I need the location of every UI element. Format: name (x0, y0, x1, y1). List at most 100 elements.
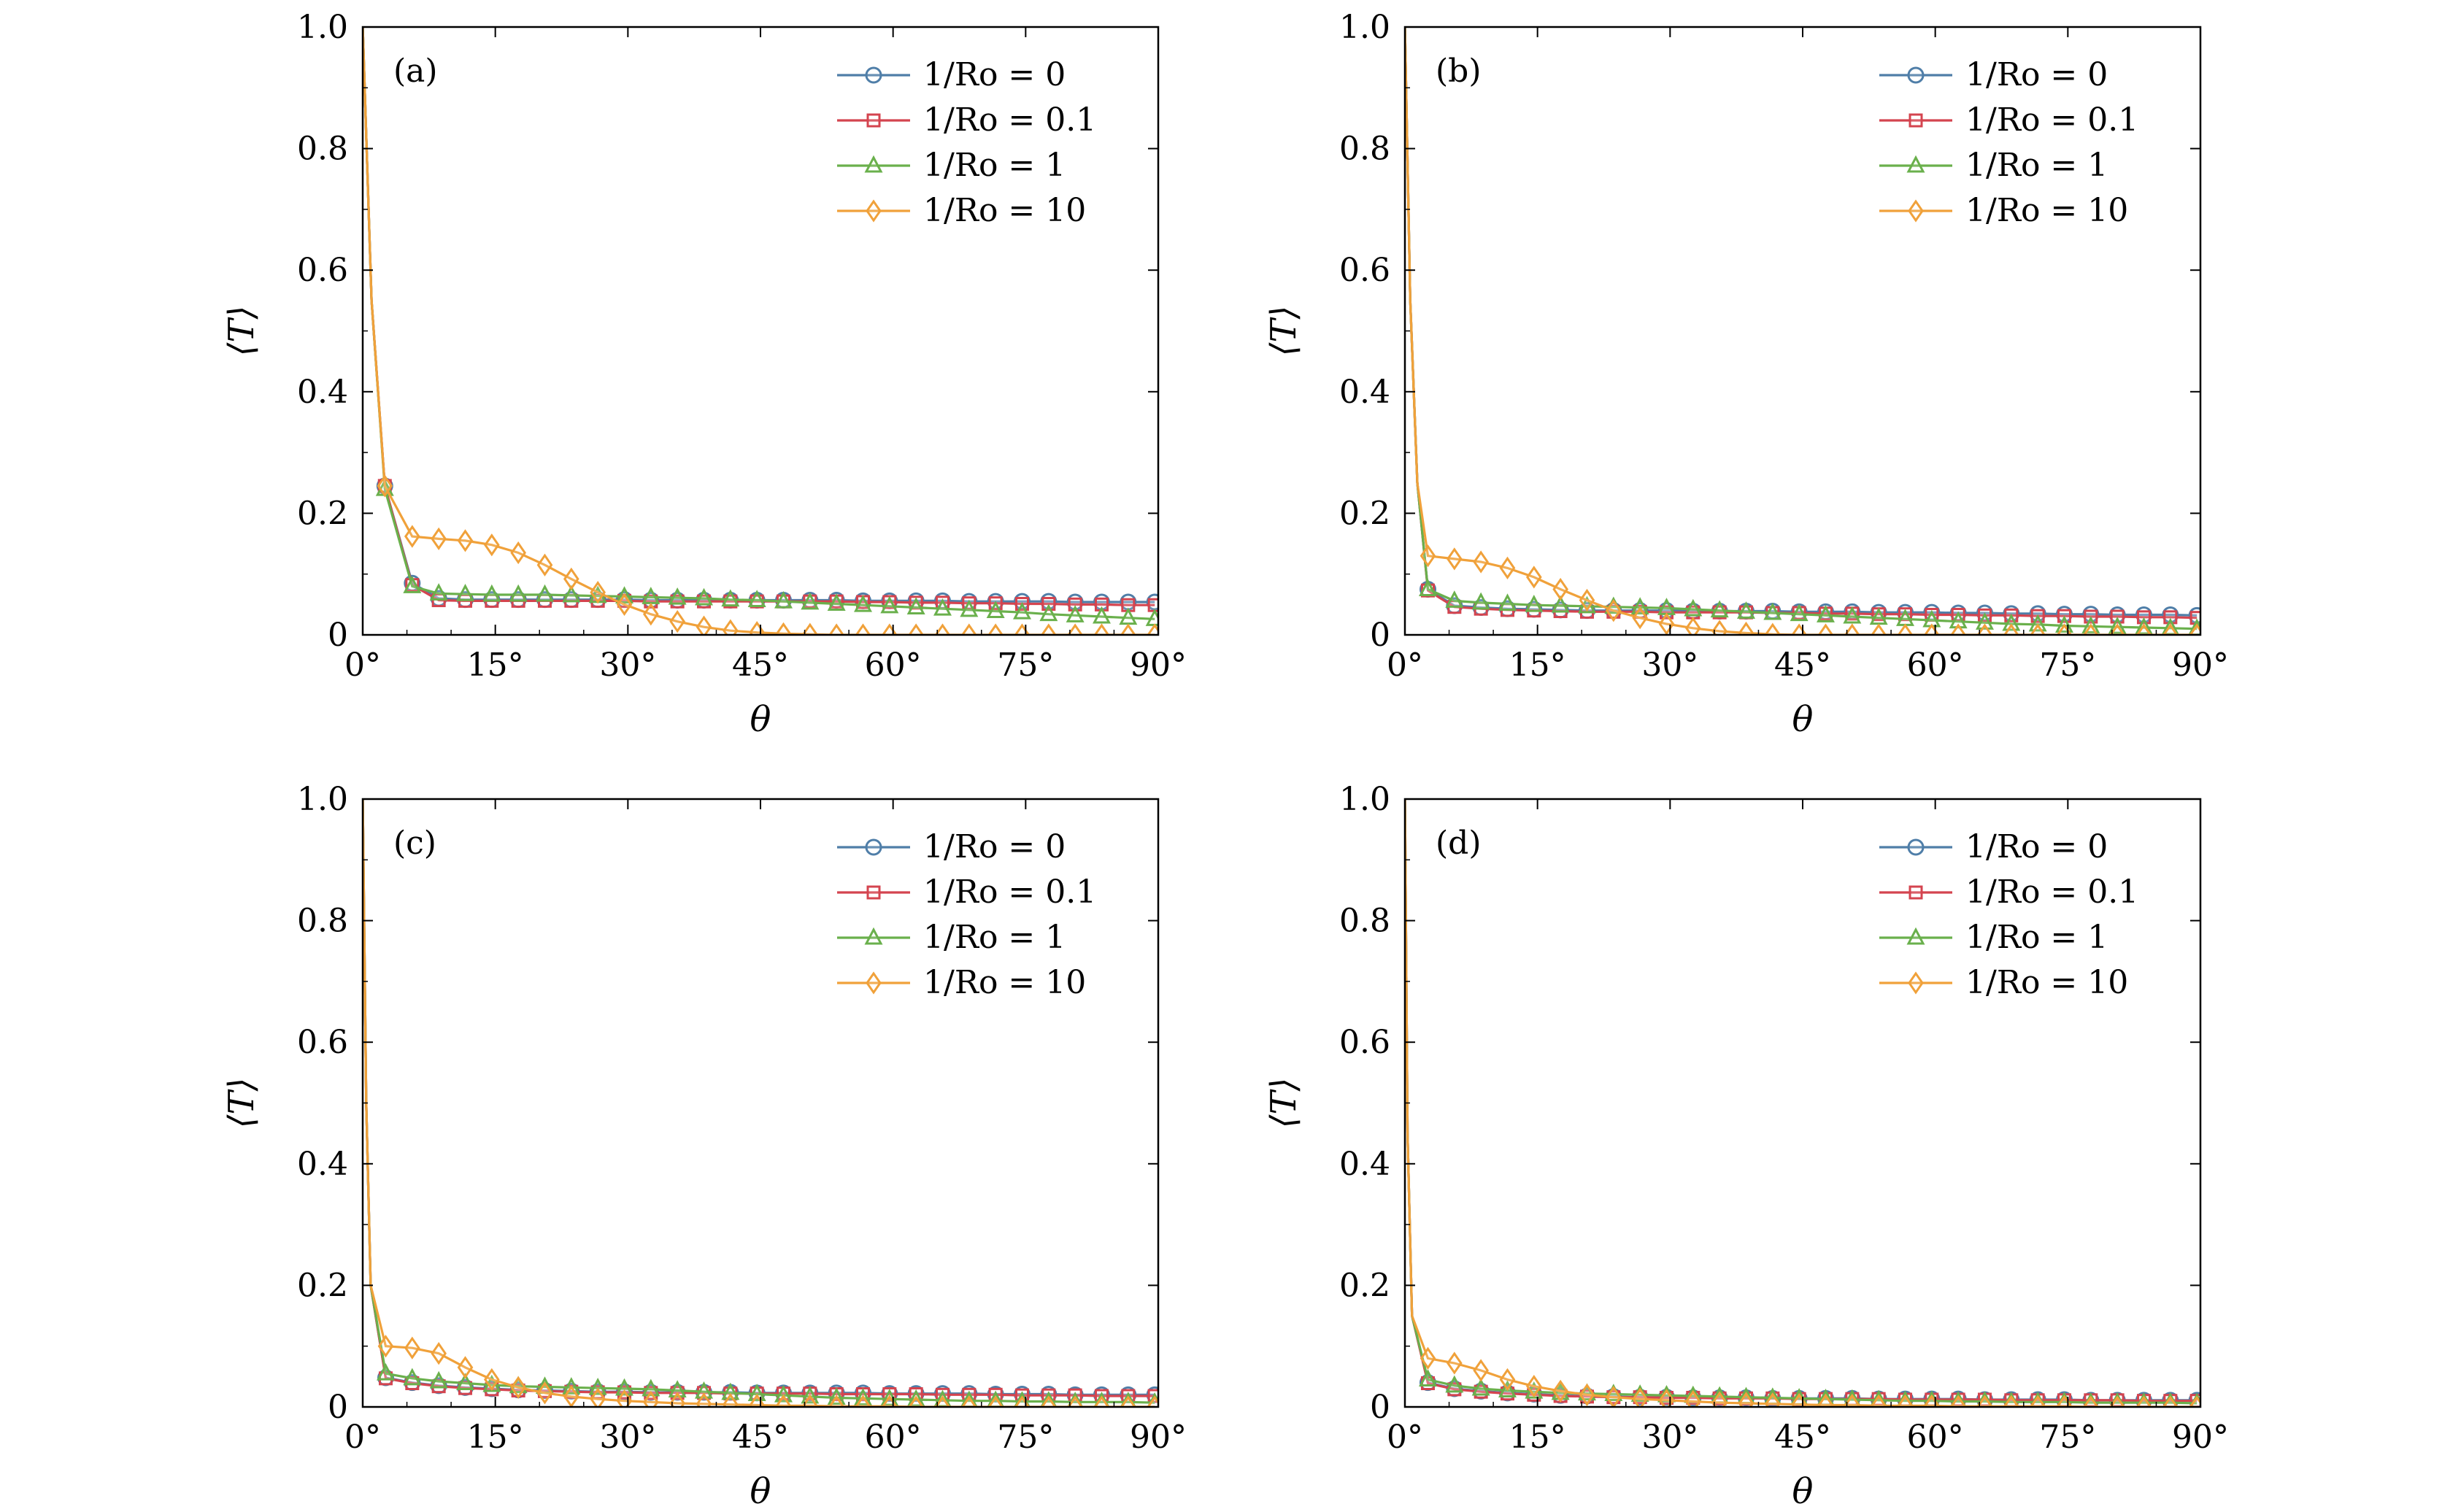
y-tick-label: 1.0 (297, 781, 348, 818)
data-point (1039, 603, 1058, 622)
data-point (1605, 599, 1622, 622)
data-point (1630, 597, 1649, 615)
data-point (1013, 601, 1031, 620)
y-tick-label: 0.4 (1339, 1146, 1390, 1183)
y-tick-label: 1.0 (1339, 781, 1390, 818)
data-point (801, 1394, 818, 1407)
data-point (906, 597, 925, 615)
data-point (855, 1395, 871, 1407)
x-tick-label: 30° (1641, 647, 1698, 684)
series-line (1405, 27, 2198, 617)
y-tick-label: 0 (1370, 617, 1390, 654)
data-point (563, 567, 579, 590)
data-point (1711, 620, 1727, 635)
y-axis-label: ⟨T⟩ (1263, 1078, 1304, 1128)
data-point (2028, 614, 2047, 632)
x-axis-label: θ (750, 1471, 771, 1508)
data-point (669, 610, 685, 633)
data-point (457, 1356, 474, 1379)
data-point (668, 587, 687, 605)
x-tick-label: 30° (599, 647, 656, 684)
legend-marker (1907, 838, 1925, 856)
data-point (1147, 1395, 1158, 1407)
data-point (747, 1384, 766, 1402)
y-tick-label: 0.4 (1339, 374, 1390, 411)
legend-label: 1/Ro = 0.1 (1965, 101, 2138, 139)
data-point (510, 1376, 526, 1399)
y-axis-label: ⟨T⟩ (1263, 306, 1304, 356)
y-tick-label: 0 (328, 617, 348, 654)
data-point (483, 533, 500, 557)
data-point (1684, 1389, 1701, 1407)
legend-label: 1/Ro = 10 (923, 964, 1086, 1001)
data-point (616, 593, 633, 616)
data-point (908, 623, 924, 635)
series-3 (1405, 799, 2200, 1407)
data-point (1093, 606, 1111, 624)
data-point (642, 603, 659, 626)
y-tick-label: 0 (328, 1389, 348, 1426)
x-tick-label: 60° (1907, 647, 1964, 684)
data-point (1067, 623, 1083, 635)
data-point (1445, 590, 1464, 608)
legend-marker (1907, 66, 1925, 84)
data-point (933, 598, 952, 616)
data-point (695, 1381, 713, 1399)
data-point (510, 541, 526, 565)
x-tick-label: 15° (1509, 1419, 1566, 1456)
data-point (1684, 617, 1701, 635)
data-point (456, 583, 474, 601)
data-point (377, 474, 393, 498)
legend: 1/Ro = 0 1/Ro = 0.1 1/Ro = 1 1/Ro = 10 (837, 828, 1096, 1001)
x-tick-label: 45° (1774, 1419, 1831, 1456)
legend-label: 1/Ro = 1 (1965, 919, 2108, 956)
data-point (1419, 1369, 1437, 1387)
data-point (1066, 605, 1085, 622)
legend-marker (1908, 199, 1924, 223)
legend-marker (865, 838, 882, 856)
data-point (536, 553, 553, 576)
data-point (1473, 1359, 1489, 1382)
data-point (1552, 577, 1568, 601)
data-point (2189, 623, 2200, 635)
data-point (1093, 1395, 1110, 1407)
data-point (1093, 623, 1110, 635)
data-point (615, 1378, 633, 1396)
data-point (2082, 1395, 2099, 1407)
data-point (1976, 623, 1993, 635)
data-point (1525, 594, 1544, 612)
y-tick-label: 0.6 (1339, 252, 1390, 289)
x-tick-label: 90° (1130, 1419, 1187, 1456)
data-point (2003, 1395, 2019, 1407)
data-point (536, 584, 554, 602)
data-point (1950, 1395, 1966, 1407)
data-point (880, 595, 899, 614)
data-point (1420, 544, 1436, 568)
data-point (377, 1335, 394, 1358)
y-tick-label: 0.4 (297, 374, 348, 411)
data-point (1632, 1387, 1648, 1407)
x-tick-label: 0° (1387, 647, 1423, 684)
data-point (721, 1382, 740, 1400)
data-point (1763, 602, 1782, 620)
series-line (363, 799, 1155, 1404)
legend-marker (1906, 927, 1925, 945)
data-point (722, 1393, 739, 1407)
data-point (1552, 1379, 1568, 1403)
data-point (854, 594, 872, 612)
y-tick-label: 0.6 (297, 1024, 348, 1061)
legend-marker (1906, 155, 1925, 173)
x-axis-label: θ (750, 699, 771, 740)
data-point (1817, 605, 1835, 622)
data-point (431, 1342, 447, 1365)
data-point (2109, 623, 2125, 635)
data-point (483, 1368, 500, 1392)
data-point (1897, 1394, 1914, 1407)
x-tick-label: 15° (467, 647, 524, 684)
x-tick-label: 90° (1130, 647, 1187, 684)
legend-marker (866, 113, 881, 128)
data-point (456, 1373, 474, 1391)
data-point (960, 599, 979, 617)
data-point (404, 525, 420, 548)
